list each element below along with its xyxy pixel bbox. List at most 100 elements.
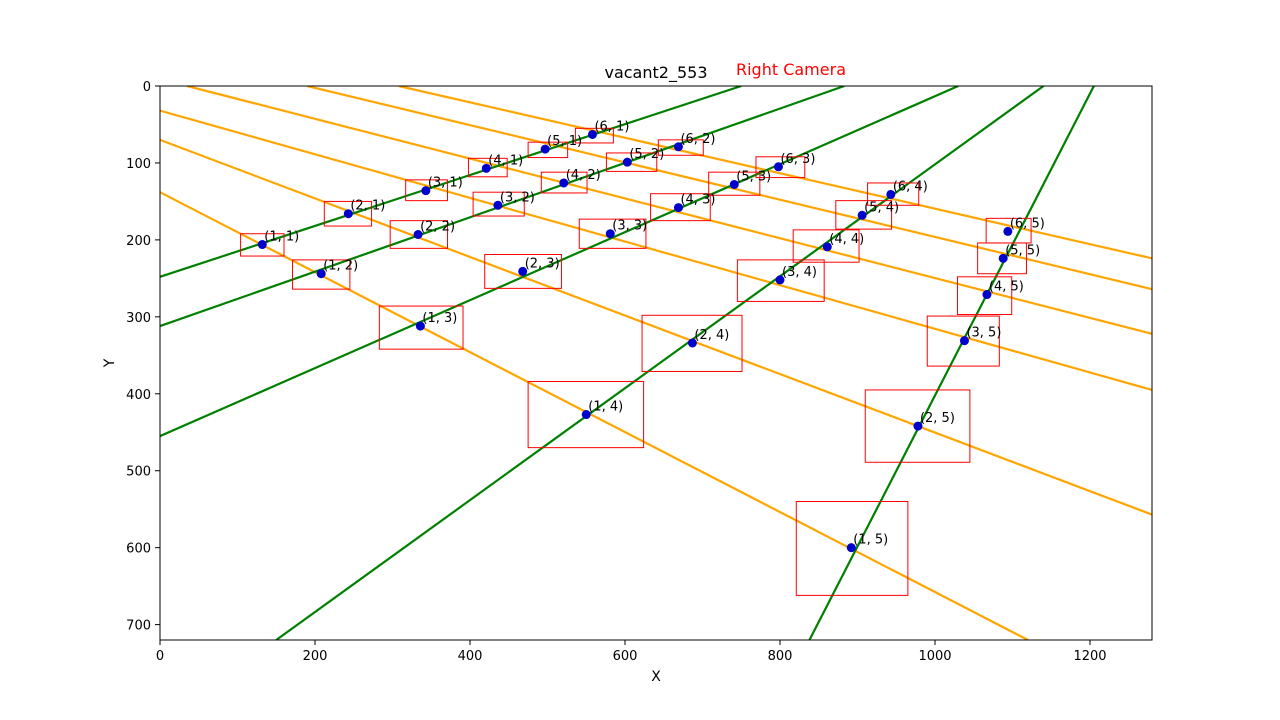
bounding-box-4-4: [792, 229, 860, 263]
bounding-box-4-2: [540, 171, 588, 194]
y-axis-label: Y: [102, 358, 118, 368]
bounding-box-6-1: [574, 127, 614, 144]
point-1-3: [415, 321, 425, 331]
point-6-3: [773, 162, 783, 172]
point-label-5-3: (5, 3): [736, 169, 771, 184]
orange-line-4: [186, 86, 1152, 335]
bounding-box-4-1: [467, 157, 508, 178]
point-2-3: [518, 266, 528, 276]
bounding-box-1-3: [378, 305, 464, 350]
point-3-5: [959, 336, 969, 346]
point-label-6-4: (6, 4): [893, 179, 928, 194]
point-6-5: [1003, 226, 1013, 236]
point-5-4: [857, 210, 867, 220]
x-tick-label: 1000: [918, 649, 951, 664]
point-label-5-4: (5, 4): [864, 200, 899, 215]
point-5-1: [540, 144, 550, 154]
point-label-2-5: (2, 5): [920, 411, 955, 426]
x-tick-label: 1200: [1073, 649, 1106, 664]
axes-frame: [159, 85, 1153, 641]
point-label-6-1: (6, 1): [594, 119, 629, 134]
point-label-3-3: (3, 3): [612, 219, 647, 234]
point-label-3-2: (3, 2): [500, 190, 535, 205]
bounding-box-5-2: [605, 152, 658, 172]
point-2-5: [913, 421, 923, 431]
point-label-1-4: (1, 4): [588, 400, 623, 415]
point-4-2: [559, 178, 569, 188]
y-tick-label: 300: [126, 311, 151, 326]
bounding-box-1-2: [292, 259, 351, 290]
point-label-1-5: (1, 5): [853, 533, 888, 548]
x-tick-label: 600: [613, 649, 638, 664]
point-label-1-2: (1, 2): [323, 259, 358, 274]
point-3-2: [493, 200, 503, 210]
point-label-2-1: (2, 1): [350, 199, 385, 214]
bounding-box-6-2: [657, 139, 704, 156]
point-6-4: [886, 189, 896, 199]
point-1-2: [316, 269, 326, 279]
green-line-4: [275, 86, 1045, 640]
point-3-3: [605, 229, 615, 239]
bounding-box-3-3: [578, 218, 647, 249]
y-tick-label: 500: [126, 465, 151, 480]
green-line-1: [160, 86, 742, 278]
point-label-6-5: (6, 5): [1010, 216, 1045, 231]
point-label-4-1: (4, 1): [488, 153, 523, 168]
bounding-box-5-3: [708, 171, 761, 196]
point-5-2: [622, 157, 632, 167]
bounding-box-2-4: [641, 314, 743, 372]
bounding-box-2-5: [864, 389, 971, 463]
point-6-2: [673, 142, 683, 152]
bounding-box-6-3: [755, 156, 806, 179]
point-label-2-2: (2, 2): [420, 220, 455, 235]
ticks-layer: 0 200 400 600 800 1000 1200 0 100 200 300 400 500 600…: [126, 80, 1106, 664]
bounding-box-4-5: [956, 276, 1013, 316]
bounding-box-3-2: [472, 191, 525, 217]
point-4-1: [481, 163, 491, 173]
point-label-4-3: (4, 3): [680, 193, 715, 208]
point-3-1: [421, 186, 431, 196]
orange-line-1: [160, 191, 1029, 640]
point-label-5-5: (5, 5): [1005, 243, 1040, 258]
point-label-5-2: (5, 2): [629, 147, 664, 162]
y-tick-label: 700: [126, 619, 151, 634]
bounding-box-3-1: [405, 179, 449, 202]
y-tick-label: 400: [126, 388, 151, 403]
point-1-5: [846, 543, 856, 553]
point-2-4: [687, 338, 697, 348]
point-4-4: [822, 242, 832, 252]
point-6-1: [587, 129, 597, 139]
point-label-4-4: (4, 4): [829, 232, 864, 247]
bounding-box-1-5: [795, 501, 909, 596]
marks-layer: (1, 1) (1, 2) (1, 3) (1, 4) (1, 5) (2, 1) (2, …: [240, 119, 1045, 596]
point-5-3: [729, 179, 739, 189]
point-1-4: [581, 410, 591, 420]
x-axis-label: X: [651, 669, 661, 685]
point-4-3: [673, 203, 683, 213]
bounding-box-3-4: [736, 259, 825, 302]
bounding-box-2-2: [389, 220, 449, 249]
point-2-2: [413, 230, 423, 240]
point-label-4-2: (4, 2): [566, 168, 601, 183]
bounding-box-6-4: [867, 182, 920, 206]
point-label-6-2: (6, 2): [680, 132, 715, 147]
green-line-5: [808, 86, 1095, 640]
point-label-3-4: (3, 4): [782, 265, 817, 280]
chart-subtitle: Right Camera: [736, 60, 846, 79]
y-tick-label: 600: [126, 542, 151, 557]
bounding-box-6-5: [985, 217, 1032, 244]
orange-line-3: [160, 109, 1152, 391]
orange-line-5: [306, 86, 1152, 291]
plot-area: [160, 86, 1152, 640]
point-2-1: [343, 209, 353, 219]
y-tick-label: 0: [143, 80, 151, 95]
point-4-5: [982, 290, 992, 300]
y-tick-label: 200: [126, 234, 151, 249]
point-5-5: [998, 253, 1008, 263]
point-label-6-3: (6, 3): [780, 152, 815, 167]
point-label-5-1: (5, 1): [547, 134, 582, 149]
x-tick-label: 800: [768, 649, 793, 664]
point-label-1-3: (1, 3): [422, 311, 457, 326]
bounding-box-2-3: [484, 254, 562, 289]
